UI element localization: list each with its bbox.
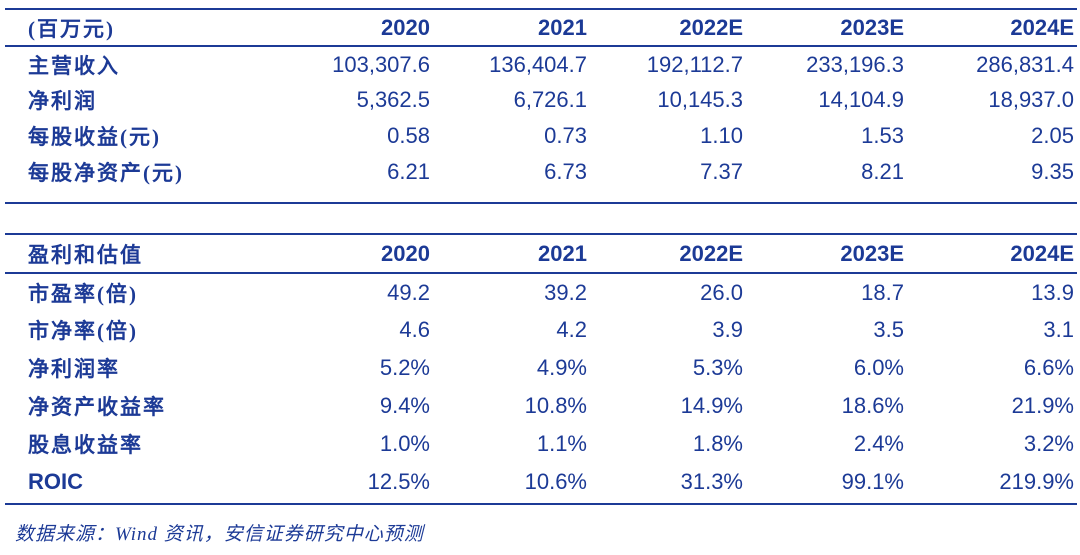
valuation-table-header-row: 盈利和估值 2020 2021 2022E 2023E 2024E [5, 235, 1077, 274]
table-cell: 18,937.0 [988, 87, 1074, 112]
table-cell: 2.4% [853, 431, 904, 456]
table-cell: 3.9 [712, 317, 743, 342]
table-row-pb: 市净率(倍) 4.6 4.2 3.9 3.5 3.1 [5, 311, 1077, 349]
row-label: 每股净资产(元) [28, 161, 184, 185]
table-cell: 12.5% [367, 469, 430, 494]
column-header-2020: 2020 [233, 235, 430, 274]
row-label: ROIC [28, 469, 83, 494]
row-label: 净利润 [28, 89, 97, 113]
table-cell: 6,726.1 [513, 87, 587, 112]
table-cell: 6.21 [387, 159, 430, 184]
column-header-2024e: 2024E [904, 235, 1077, 274]
column-header-2021: 2021 [430, 235, 587, 274]
table-cell: 10.6% [524, 469, 587, 494]
row-label: 主营收入 [28, 53, 120, 78]
table-cell: 39.2 [544, 279, 587, 305]
row-label: 市净率(倍) [28, 319, 138, 343]
table-row-eps: 每股收益(元) 0.58 0.73 1.10 1.53 2.05 [5, 118, 1077, 154]
income-table-header-row: (百万元) 2020 2021 2022E 2023E 2024E [5, 10, 1077, 47]
income-table: (百万元) 2020 2021 2022E 2023E 2024E 主营收入 1… [5, 10, 1077, 190]
table-cell: 9.35 [1031, 159, 1074, 184]
table-cell: 192,112.7 [646, 51, 743, 77]
table-cell: 136,404.7 [489, 51, 587, 77]
table-cell: 0.73 [544, 123, 587, 148]
table-row-net-margin: 净利润率 5.2% 4.9% 5.3% 6.0% 6.6% [5, 349, 1077, 387]
table-row-roic: ROIC 12.5% 10.6% 31.3% 99.1% 219.9% [5, 463, 1077, 501]
table-cell: 6.0% [853, 355, 904, 380]
table-cell: 1.1% [536, 431, 587, 456]
row-label: 净资产收益率 [28, 395, 166, 419]
table-cell: 18.7 [861, 279, 904, 305]
table-cell: 3.5 [873, 317, 904, 342]
column-header-2022e: 2022E [587, 235, 743, 274]
column-header-2020: 2020 [233, 10, 430, 47]
table-row-net-profit: 净利润 5,362.5 6,726.1 10,145.3 14,104.9 18… [5, 82, 1077, 118]
column-header-2023e: 2023E [743, 10, 904, 47]
table-row-roe: 净资产收益率 9.4% 10.8% 14.9% 18.6% 21.9% [5, 387, 1077, 425]
table-cell: 10.8% [524, 393, 587, 418]
valuation-table-section: 盈利和估值 2020 2021 2022E 2023E 2024E 市盈率(倍)… [5, 233, 1077, 505]
table-cell: 233,196.3 [806, 51, 904, 77]
row-label: 净利润率 [28, 357, 120, 381]
table-cell: 1.53 [861, 123, 904, 148]
table-cell: 103,307.6 [332, 51, 430, 77]
table-cell: 14,104.9 [818, 87, 904, 112]
row-label: 每股收益(元) [28, 125, 161, 149]
table-cell: 9.4% [379, 393, 430, 418]
table-cell: 18.6% [841, 393, 904, 418]
table-row-dividend-yield: 股息收益率 1.0% 1.1% 1.8% 2.4% 3.2% [5, 425, 1077, 463]
table-cell: 5,362.5 [356, 87, 430, 112]
table-cell: 26.0 [700, 279, 743, 305]
table-row-pe: 市盈率(倍) 49.2 39.2 26.0 18.7 13.9 [5, 273, 1077, 311]
row-label: 市盈率(倍) [28, 281, 138, 306]
table-cell: 1.8% [692, 431, 743, 456]
table-cell: 14.9% [680, 393, 743, 418]
table-cell: 5.3% [692, 355, 743, 380]
table-cell: 13.9 [1031, 279, 1074, 305]
table-cell: 8.21 [861, 159, 904, 184]
data-source-note: 数据来源：Wind 资讯，安信证券研究中心预测 [15, 524, 424, 545]
table-cell: 31.3% [680, 469, 743, 494]
row-label: 股息收益率 [28, 433, 143, 457]
table-cell: 4.2 [556, 317, 587, 342]
table-cell: 4.9% [536, 355, 587, 380]
table-row-revenue: 主营收入 103,307.6 136,404.7 192,112.7 233,1… [5, 46, 1077, 82]
valuation-table: 盈利和估值 2020 2021 2022E 2023E 2024E 市盈率(倍)… [5, 235, 1077, 501]
table-row-bvps: 每股净资产(元) 6.21 6.73 7.37 8.21 9.35 [5, 154, 1077, 190]
table-cell: 7.37 [700, 159, 743, 184]
table-cell: 1.0% [379, 431, 430, 456]
column-header-2021: 2021 [430, 10, 587, 47]
table-cell: 286,831.4 [976, 51, 1074, 77]
table-cell: 6.73 [544, 159, 587, 184]
table-cell: 6.6% [1023, 355, 1074, 380]
valuation-table-title: 盈利和估值 [5, 235, 233, 274]
table-cell: 3.1 [1043, 317, 1074, 342]
table-cell: 21.9% [1011, 393, 1074, 418]
table-cell: 3.2% [1023, 431, 1074, 456]
table-cell: 49.2 [387, 279, 430, 305]
income-table-section: (百万元) 2020 2021 2022E 2023E 2024E 主营收入 1… [5, 8, 1077, 204]
table-cell: 5.2% [379, 355, 430, 380]
table-cell: 4.6 [399, 317, 430, 342]
table-cell: 1.10 [700, 123, 743, 148]
table-cell: 0.58 [387, 123, 430, 148]
column-header-2023e: 2023E [743, 235, 904, 274]
table-cell: 2.05 [1031, 123, 1074, 148]
column-header-2024e: 2024E [904, 10, 1077, 47]
unit-label: (百万元) [5, 10, 233, 47]
column-header-2022e: 2022E [587, 10, 743, 47]
table-cell: 219.9% [999, 469, 1074, 494]
table-cell: 99.1% [841, 469, 904, 494]
table-cell: 10,145.3 [657, 87, 743, 112]
